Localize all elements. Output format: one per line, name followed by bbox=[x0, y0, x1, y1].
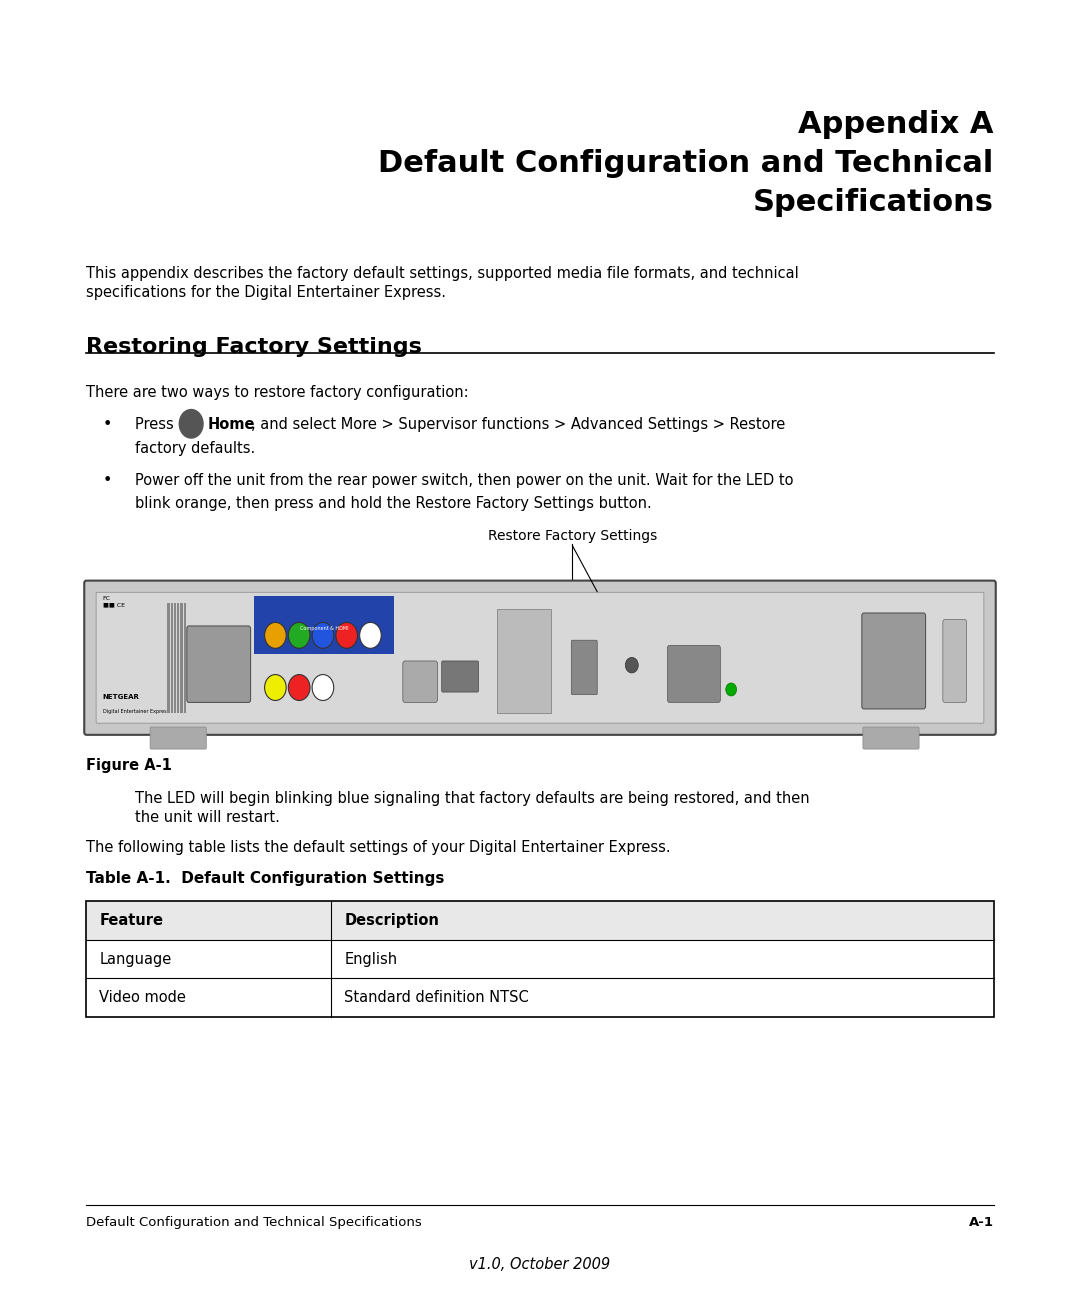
Circle shape bbox=[336, 622, 357, 648]
Text: Description: Description bbox=[345, 912, 440, 928]
Text: Restore Factory Settings: Restore Factory Settings bbox=[488, 529, 657, 543]
Text: •: • bbox=[103, 473, 112, 489]
Bar bbox=[184, 603, 186, 713]
Bar bbox=[86, 901, 994, 1017]
Circle shape bbox=[288, 674, 310, 701]
FancyBboxPatch shape bbox=[571, 640, 597, 695]
FancyBboxPatch shape bbox=[96, 592, 984, 723]
Text: The LED will begin blinking blue signaling that factory defaults are being resto: The LED will begin blinking blue signali… bbox=[135, 791, 810, 826]
Text: Figure A-1: Figure A-1 bbox=[86, 758, 173, 774]
Text: blink orange, then press and hold the Restore Factory Settings button.: blink orange, then press and hold the Re… bbox=[135, 496, 651, 512]
Text: factory defaults.: factory defaults. bbox=[135, 441, 255, 456]
Text: This appendix describes the factory default settings, supported media file forma: This appendix describes the factory defa… bbox=[86, 266, 799, 301]
Circle shape bbox=[179, 410, 203, 438]
Bar bbox=[174, 603, 176, 713]
Circle shape bbox=[288, 622, 310, 648]
FancyBboxPatch shape bbox=[667, 645, 720, 702]
FancyBboxPatch shape bbox=[442, 661, 478, 692]
Text: NETGEAR: NETGEAR bbox=[103, 693, 139, 700]
Text: The following table lists the default settings of your Digital Entertainer Expre: The following table lists the default se… bbox=[86, 840, 671, 855]
Text: Component & HDMI: Component & HDMI bbox=[299, 626, 349, 631]
Text: n: n bbox=[187, 417, 195, 430]
FancyBboxPatch shape bbox=[150, 727, 206, 749]
Bar bbox=[254, 596, 394, 654]
Text: Home: Home bbox=[207, 417, 255, 433]
Bar bbox=[497, 609, 551, 713]
Bar bbox=[177, 603, 179, 713]
Text: v1.0, October 2009: v1.0, October 2009 bbox=[470, 1257, 610, 1273]
FancyBboxPatch shape bbox=[403, 661, 437, 702]
Text: Language: Language bbox=[99, 951, 172, 967]
Text: Table A-1.  Default Configuration Settings: Table A-1. Default Configuration Setting… bbox=[86, 871, 445, 886]
Text: Default Configuration and Technical: Default Configuration and Technical bbox=[378, 149, 994, 178]
Text: A-1: A-1 bbox=[969, 1216, 994, 1229]
Bar bbox=[86, 901, 994, 940]
Circle shape bbox=[726, 683, 737, 696]
FancyBboxPatch shape bbox=[84, 581, 996, 735]
Text: FC
■■ CE: FC ■■ CE bbox=[103, 596, 124, 607]
Circle shape bbox=[625, 657, 638, 673]
Bar bbox=[171, 603, 173, 713]
Circle shape bbox=[360, 622, 381, 648]
Text: Digital Entertainer Express: Digital Entertainer Express bbox=[103, 709, 168, 714]
Text: •: • bbox=[103, 417, 112, 433]
Bar bbox=[167, 603, 170, 713]
Text: Video mode: Video mode bbox=[99, 990, 186, 1006]
FancyBboxPatch shape bbox=[943, 619, 967, 702]
Bar bbox=[180, 603, 183, 713]
FancyBboxPatch shape bbox=[187, 626, 251, 702]
Text: Restoring Factory Settings: Restoring Factory Settings bbox=[86, 337, 422, 356]
Circle shape bbox=[265, 674, 286, 701]
FancyBboxPatch shape bbox=[863, 727, 919, 749]
Text: Feature: Feature bbox=[99, 912, 163, 928]
Text: Power off the unit from the rear power switch, then power on the unit. Wait for : Power off the unit from the rear power s… bbox=[135, 473, 794, 489]
Text: Default Configuration and Technical Specifications: Default Configuration and Technical Spec… bbox=[86, 1216, 422, 1229]
Text: There are two ways to restore factory configuration:: There are two ways to restore factory co… bbox=[86, 385, 469, 400]
Text: Specifications: Specifications bbox=[753, 188, 994, 216]
Text: Appendix A: Appendix A bbox=[798, 110, 994, 139]
Circle shape bbox=[312, 674, 334, 701]
Circle shape bbox=[312, 622, 334, 648]
Text: Press: Press bbox=[135, 417, 178, 433]
Text: Standard definition NTSC: Standard definition NTSC bbox=[345, 990, 529, 1006]
Text: , and select More > Supervisor functions > Advanced Settings > Restore: , and select More > Supervisor functions… bbox=[251, 417, 785, 433]
Circle shape bbox=[265, 622, 286, 648]
FancyBboxPatch shape bbox=[862, 613, 926, 709]
Text: English: English bbox=[345, 951, 397, 967]
